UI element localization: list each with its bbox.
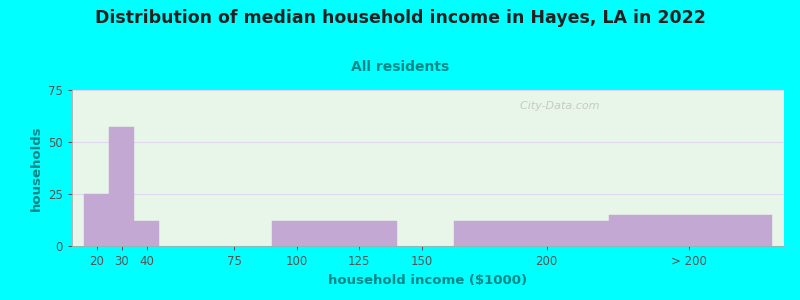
Bar xyxy=(609,215,771,246)
Bar xyxy=(110,128,134,246)
Bar xyxy=(334,221,397,246)
Bar xyxy=(454,221,609,246)
Bar xyxy=(272,221,334,246)
X-axis label: household income ($1000): household income ($1000) xyxy=(329,274,527,286)
Text: All residents: All residents xyxy=(351,60,449,74)
Bar xyxy=(85,194,110,246)
Bar xyxy=(134,221,159,246)
Y-axis label: households: households xyxy=(30,125,42,211)
Text: City-Data.com: City-Data.com xyxy=(514,101,600,111)
Text: Distribution of median household income in Hayes, LA in 2022: Distribution of median household income … xyxy=(94,9,706,27)
